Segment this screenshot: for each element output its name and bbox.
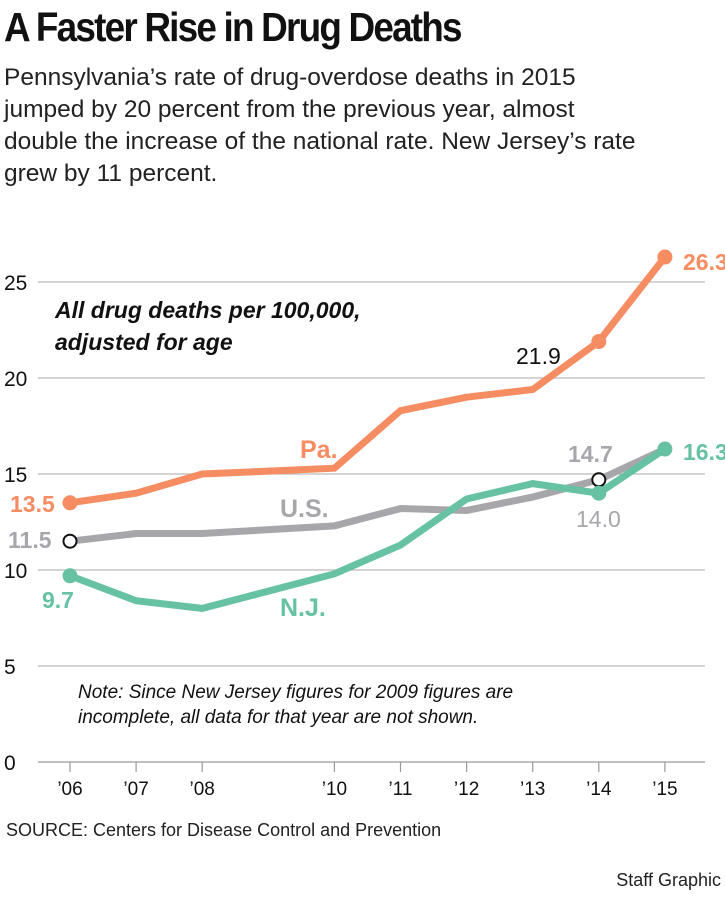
- x-tick-label: ’12: [454, 779, 479, 800]
- x-tick-label: ’08: [190, 779, 215, 800]
- data-label: N.J.: [280, 594, 326, 622]
- y-tick-label: 15: [4, 464, 27, 487]
- data-point: [62, 533, 78, 549]
- series-line-us: [69, 445, 667, 545]
- x-tick-label: ’07: [123, 779, 148, 800]
- data-label: 21.9: [516, 343, 561, 369]
- data-point: [591, 334, 607, 350]
- x-tick-label: ’15: [652, 779, 677, 800]
- data-point: [657, 441, 673, 457]
- x-tick-label: ’13: [520, 779, 545, 800]
- data-label: 26.3: [683, 249, 725, 275]
- y-axis-label: All drug deaths per 100,000,: [54, 297, 361, 323]
- y-tick-label: 5: [4, 656, 16, 679]
- x-tick-label: ’06: [57, 779, 82, 800]
- chart-note: incomplete, all data for that year are n…: [78, 707, 478, 728]
- series-line-nj: [68, 446, 667, 612]
- data-point: [62, 568, 78, 584]
- chart-note: Note: Since New Jersey figures for 2009 …: [78, 682, 513, 703]
- data-label: 11.5: [8, 527, 52, 553]
- data-point: [591, 485, 607, 501]
- data-point: [657, 249, 673, 265]
- data-label: 13.5: [10, 491, 55, 517]
- data-label: U.S.: [280, 495, 329, 523]
- data-label: 14.0: [576, 506, 621, 532]
- chart-subtitle: Pennsylvania’s rate of drug-overdose dea…: [4, 64, 636, 187]
- data-label: Pa.: [300, 436, 338, 464]
- y-tick-label: 25: [4, 272, 27, 295]
- data-label: 14.7: [568, 441, 613, 467]
- y-axis-label: adjusted for age: [55, 329, 233, 355]
- x-tick-label: ’14: [586, 779, 612, 800]
- y-tick-label: 10: [4, 560, 27, 583]
- x-tick-label: ’11: [389, 779, 413, 800]
- data-point: [591, 472, 607, 488]
- y-tick-label: 0: [4, 752, 16, 775]
- x-tick-label: ’10: [322, 779, 347, 800]
- y-tick-label: 20: [4, 368, 27, 391]
- credit: Staff Graphic: [616, 870, 721, 890]
- data-point: [62, 495, 78, 511]
- data-label: 16.3: [683, 439, 725, 465]
- source-note: SOURCE: Centers for Disease Control and …: [6, 820, 442, 840]
- chart-title: A Faster Rise in Drug Deaths: [4, 4, 463, 50]
- data-label: 9.7: [42, 587, 74, 613]
- series-line-pa: [69, 254, 668, 507]
